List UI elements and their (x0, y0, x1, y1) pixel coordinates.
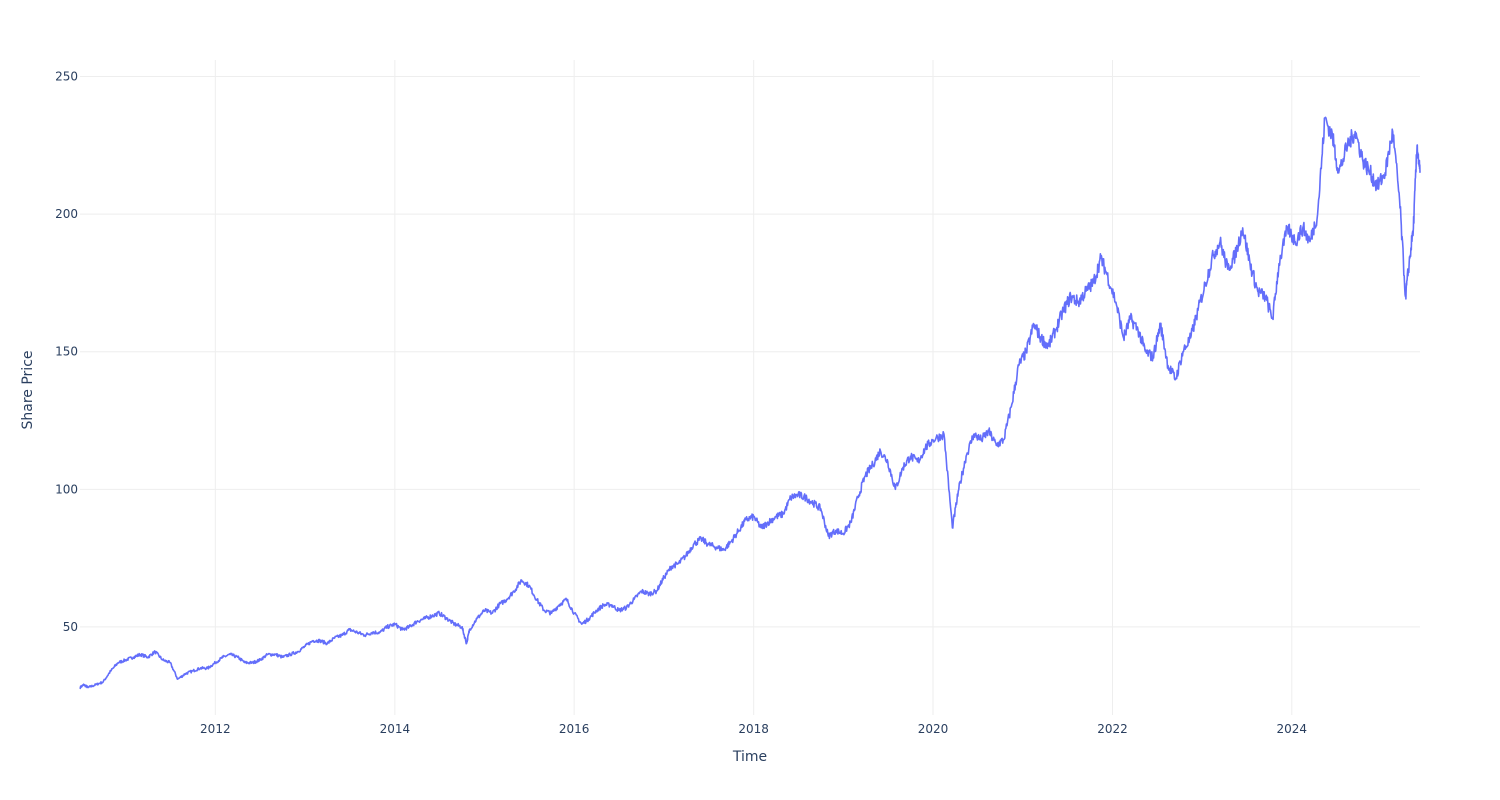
x-axis-title: Time (732, 749, 767, 765)
y-tick-label: 150 (55, 345, 78, 359)
share-price-series-line (79, 116, 1421, 690)
y-axis-title: Share Price (20, 350, 36, 429)
x-tick-label: 2022 (1097, 722, 1128, 736)
y-tick-label: 50 (63, 620, 78, 634)
x-tick-label: 2018 (738, 722, 769, 736)
x-tick-label: 2020 (918, 722, 949, 736)
y-tick-label: 100 (55, 482, 78, 496)
x-axis-tick-labels: 2012 2014 2016 2018 2020 2022 2024 (200, 722, 1307, 736)
x-tick-label: 2016 (559, 722, 590, 736)
y-tick-label: 250 (55, 70, 78, 84)
gridlines (80, 60, 1420, 715)
y-axis-tick-labels: 50 100 150 200 250 (55, 70, 78, 634)
x-tick-label: 2014 (380, 722, 411, 736)
x-tick-label: 2024 (1277, 722, 1308, 736)
x-tick-label: 2012 (200, 722, 231, 736)
y-tick-label: 200 (55, 207, 78, 221)
